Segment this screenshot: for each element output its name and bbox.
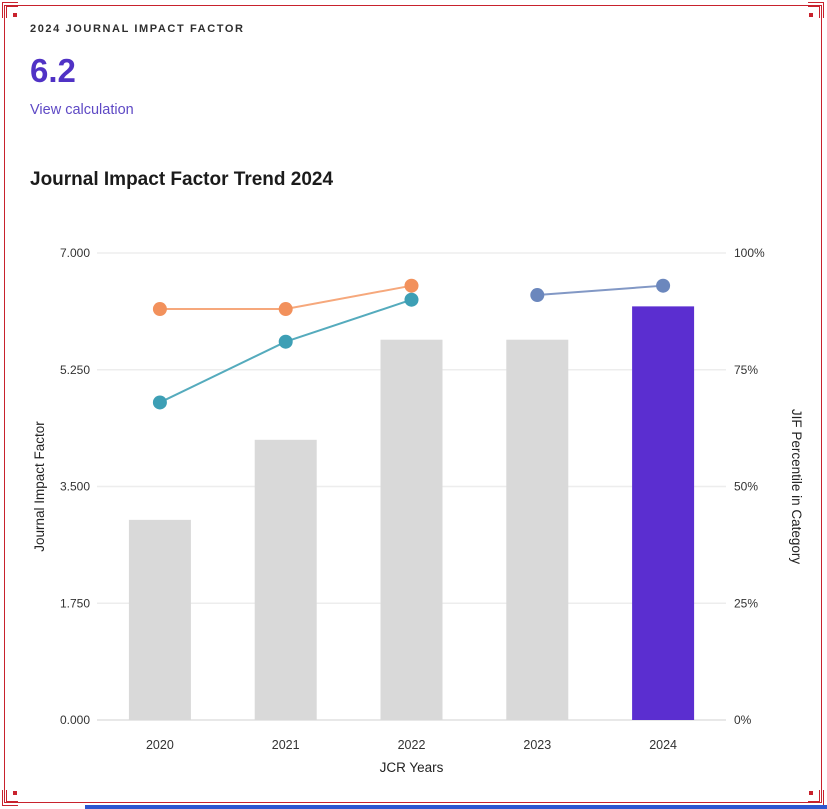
jif-eyebrow-label: 2024 JOURNAL IMPACT FACTOR [30,23,245,35]
y-axis-tick-right: 0% [734,713,752,727]
y-axis-tick-left: 5.250 [60,363,90,377]
x-axis-tick: 2023 [523,738,551,752]
y-axis-label-right: JIF Percentile in Category [789,409,804,565]
y-axis-tick-left: 0.000 [60,713,90,727]
percentile-point-2-2021[interactable] [278,334,293,349]
percentile-point-3-2023[interactable] [530,288,545,303]
bottom-section-edge [85,805,827,809]
x-axis-tick: 2020 [146,738,174,752]
y-axis-tick-right: 75% [734,363,758,377]
y-axis-label-left: Journal Impact Factor [32,421,47,552]
bar-2022[interactable] [380,339,443,720]
percentile-point-1-2021[interactable] [278,302,293,317]
y-axis-tick-right: 50% [734,480,758,494]
percentile-point-2-2020[interactable] [152,395,167,410]
x-axis-tick: 2021 [272,738,300,752]
percentile-line-3 [537,284,664,297]
x-axis-label: JCR Years [380,760,444,775]
bar-2021[interactable] [254,439,317,720]
view-calculation-link[interactable]: View calculation [30,102,134,118]
percentile-point-1-2022[interactable] [404,278,419,293]
jif-value: 6.2 [30,52,76,89]
y-axis-tick-left: 1.750 [60,596,90,610]
percentile-point-1-2020[interactable] [152,302,167,317]
y-axis-tick-left: 3.500 [60,480,90,494]
bar-2020[interactable] [128,519,191,720]
x-axis-tick: 2022 [398,738,426,752]
percentile-point-3-2024[interactable] [656,278,671,293]
x-axis-tick: 2024 [649,738,677,752]
bar-2024[interactable] [632,306,695,720]
y-axis-tick-right: 100% [734,246,765,260]
percentile-point-2-2022[interactable] [404,292,419,307]
y-axis-tick-left: 7.000 [60,246,90,260]
chart-title: Journal Impact Factor Trend 2024 [30,169,334,190]
bar-2023[interactable] [506,339,569,720]
y-axis-tick-right: 25% [734,596,758,610]
